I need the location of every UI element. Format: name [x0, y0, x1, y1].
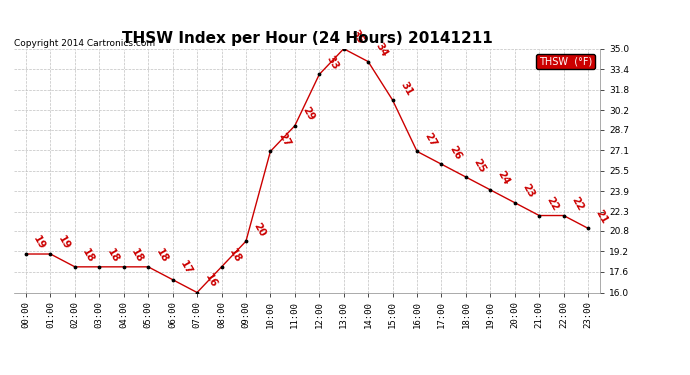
Title: THSW Index per Hour (24 Hours) 20141211: THSW Index per Hour (24 Hours) 20141211 [121, 31, 493, 46]
Text: 23: 23 [520, 182, 536, 200]
Text: 20: 20 [252, 221, 268, 238]
Text: 25: 25 [471, 157, 487, 174]
Text: 17: 17 [178, 259, 194, 277]
Text: 16: 16 [203, 272, 219, 290]
Text: 18: 18 [105, 246, 121, 264]
Text: 27: 27 [422, 131, 439, 148]
Text: 21: 21 [593, 208, 609, 226]
Text: 35: 35 [349, 28, 365, 46]
Text: 22: 22 [569, 195, 585, 213]
Text: 31: 31 [398, 80, 414, 97]
Text: 18: 18 [227, 246, 243, 264]
Text: 27: 27 [276, 131, 292, 148]
Text: 18: 18 [154, 246, 170, 264]
Text: Copyright 2014 Cartronics.com: Copyright 2014 Cartronics.com [14, 39, 155, 48]
Text: 34: 34 [374, 41, 390, 59]
Legend: THSW  (°F): THSW (°F) [536, 54, 595, 69]
Text: 19: 19 [32, 234, 48, 251]
Text: 18: 18 [129, 246, 145, 264]
Text: 18: 18 [81, 246, 97, 264]
Text: 22: 22 [545, 195, 561, 213]
Text: 33: 33 [325, 54, 341, 72]
Text: 26: 26 [447, 144, 463, 161]
Text: 29: 29 [300, 105, 316, 123]
Text: 24: 24 [496, 170, 512, 187]
Text: 19: 19 [56, 234, 72, 251]
